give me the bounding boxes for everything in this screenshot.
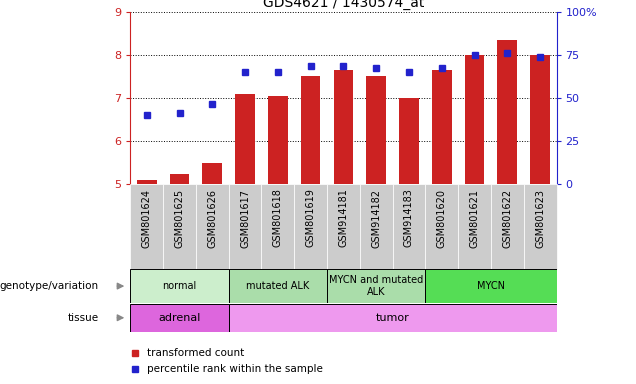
Text: GSM914183: GSM914183 [404, 189, 414, 247]
Bar [458, 184, 491, 269]
Bar [530, 55, 550, 184]
Text: GSM801624: GSM801624 [142, 189, 152, 248]
Bar [425, 270, 556, 303]
Text: tumor: tumor [376, 313, 410, 323]
Bar [392, 184, 425, 269]
Text: adrenal: adrenal [158, 313, 201, 323]
Bar [229, 270, 327, 303]
Bar [432, 70, 452, 184]
Bar [229, 304, 556, 331]
Text: genotype/variation: genotype/variation [0, 281, 99, 291]
Bar [163, 184, 196, 269]
Bar [137, 180, 156, 184]
Bar [497, 40, 517, 184]
Bar [130, 304, 229, 331]
Text: GSM914182: GSM914182 [371, 189, 381, 248]
Text: normal: normal [162, 281, 197, 291]
Text: mutated ALK: mutated ALK [246, 281, 310, 291]
Bar [229, 184, 261, 269]
Bar [268, 96, 287, 184]
Bar [170, 174, 190, 184]
Bar [327, 270, 425, 303]
Text: GSM914181: GSM914181 [338, 189, 349, 247]
Bar [425, 184, 458, 269]
Title: GDS4621 / 1430574_at: GDS4621 / 1430574_at [263, 0, 424, 10]
Text: percentile rank within the sample: percentile rank within the sample [148, 364, 323, 374]
Text: GSM801625: GSM801625 [174, 189, 184, 248]
Bar [202, 163, 222, 184]
Text: transformed count: transformed count [148, 348, 245, 358]
Text: GSM801622: GSM801622 [502, 189, 513, 248]
Bar [399, 98, 419, 184]
Bar [130, 184, 163, 269]
Text: GSM801621: GSM801621 [469, 189, 480, 248]
Bar [196, 184, 229, 269]
Bar [261, 184, 294, 269]
Bar [465, 55, 485, 184]
Bar [334, 70, 353, 184]
Bar [294, 184, 327, 269]
Bar [130, 270, 229, 303]
Text: MYCN and mutated
ALK: MYCN and mutated ALK [329, 275, 424, 297]
Text: GSM801623: GSM801623 [535, 189, 545, 248]
Text: GSM801618: GSM801618 [273, 189, 283, 247]
Bar [491, 184, 523, 269]
Text: GSM801626: GSM801626 [207, 189, 218, 248]
Text: GSM801620: GSM801620 [437, 189, 446, 248]
Text: GSM801617: GSM801617 [240, 189, 250, 248]
Bar [360, 184, 392, 269]
Bar [366, 76, 386, 184]
Text: MYCN: MYCN [477, 281, 505, 291]
Text: GSM801619: GSM801619 [306, 189, 315, 247]
Bar [301, 76, 321, 184]
Bar [523, 184, 556, 269]
Bar [327, 184, 360, 269]
Bar [235, 94, 255, 184]
Text: tissue: tissue [67, 313, 99, 323]
